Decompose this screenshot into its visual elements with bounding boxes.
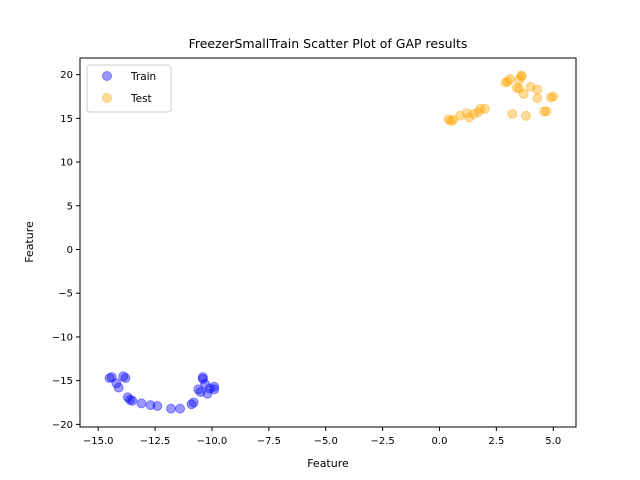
data-point-test <box>473 107 484 118</box>
x-tick-label: −12.5 <box>140 436 171 447</box>
data-point-test <box>545 92 556 103</box>
data-point-train <box>125 394 136 405</box>
data-point-test <box>445 115 456 126</box>
y-axis: −20 −15 −10 −5 0 5 10 15 20 <box>52 70 80 431</box>
data-point-train <box>188 397 199 408</box>
data-point-train <box>111 378 122 389</box>
data-point-test <box>505 73 516 84</box>
x-tick-label: −7.5 <box>257 436 281 447</box>
legend-label-train: Train <box>130 71 156 83</box>
data-point-train <box>118 371 129 382</box>
legend-marker-train <box>102 71 112 81</box>
data-point-train <box>106 372 117 383</box>
data-point-train <box>186 399 197 410</box>
y-tick-label: 0 <box>67 245 73 256</box>
data-point-train <box>113 382 124 393</box>
y-tick-label: −10 <box>52 332 73 343</box>
x-tick-label: 2.5 <box>488 436 504 447</box>
data-point-train <box>104 373 115 384</box>
data-point-test <box>475 103 486 114</box>
x-tick-label: −5.0 <box>314 436 338 447</box>
x-tick-label: −2.5 <box>370 436 394 447</box>
legend: Train Test <box>86 64 172 113</box>
data-point-train <box>197 373 208 384</box>
data-point-test <box>514 74 525 85</box>
plot-area <box>80 58 576 427</box>
data-point-test <box>539 106 550 117</box>
data-point-test <box>514 83 525 94</box>
data-point-test <box>511 82 522 93</box>
data-point-test <box>541 106 552 117</box>
data-point-test <box>500 77 511 88</box>
y-tick-label: −20 <box>52 420 73 431</box>
y-tick-label: 15 <box>60 114 73 125</box>
x-tick-label: 0.0 <box>432 436 448 447</box>
data-point-train <box>209 381 220 392</box>
data-point-train <box>145 400 156 411</box>
data-point-test <box>518 88 529 99</box>
data-point-train <box>209 384 220 395</box>
legend-label-test: Test <box>130 93 152 105</box>
data-point-test <box>448 115 459 126</box>
data-point-test <box>443 114 454 125</box>
legend-box <box>86 64 172 113</box>
data-point-test <box>468 108 479 119</box>
y-tick-label: −15 <box>52 376 73 387</box>
legend-marker-test <box>102 93 112 103</box>
data-point-train <box>197 372 208 383</box>
data-point-train <box>152 401 163 412</box>
data-point-test <box>548 91 559 102</box>
data-point-test <box>532 84 543 95</box>
data-point-test <box>502 76 513 87</box>
data-point-test <box>516 71 527 82</box>
data-point-test <box>479 103 490 114</box>
data-point-test <box>525 81 536 92</box>
x-tick-label: −10.0 <box>197 436 228 447</box>
data-point-train <box>193 384 204 395</box>
y-tick-label: 20 <box>60 70 73 81</box>
data-point-train <box>166 403 177 414</box>
x-tick-label: −15.0 <box>83 436 114 447</box>
data-point-train <box>195 387 206 398</box>
data-point-train <box>202 388 213 399</box>
y-tick-label: 10 <box>60 158 73 169</box>
y-tick-label: −5 <box>58 289 73 300</box>
data-point-train <box>122 392 133 403</box>
y-axis-label: Feature <box>23 221 36 263</box>
data-point-train <box>175 403 186 414</box>
data-points <box>104 70 559 414</box>
data-point-test <box>461 108 472 119</box>
y-tick-label: 5 <box>67 201 73 212</box>
data-point-train <box>120 373 131 384</box>
data-point-test <box>520 110 531 121</box>
x-axis-label: Feature <box>307 457 349 470</box>
x-tick-label: 5.0 <box>545 436 561 447</box>
data-point-train <box>200 379 211 390</box>
x-axis: −15.0 −12.5 −10.0 −7.5 −5.0 −2.5 0.0 2.5 5.0 <box>83 427 561 447</box>
data-point-train <box>127 395 138 406</box>
chart-title: FreezerSmallTrain Scatter Plot of GAP re… <box>189 36 468 51</box>
data-point-test <box>532 93 543 104</box>
data-point-test <box>464 112 475 123</box>
plot-frame <box>79 57 577 428</box>
data-point-test <box>507 108 518 119</box>
data-point-test <box>454 110 465 121</box>
data-point-train <box>204 383 215 394</box>
data-point-test <box>516 70 527 81</box>
data-point-train <box>136 398 147 409</box>
